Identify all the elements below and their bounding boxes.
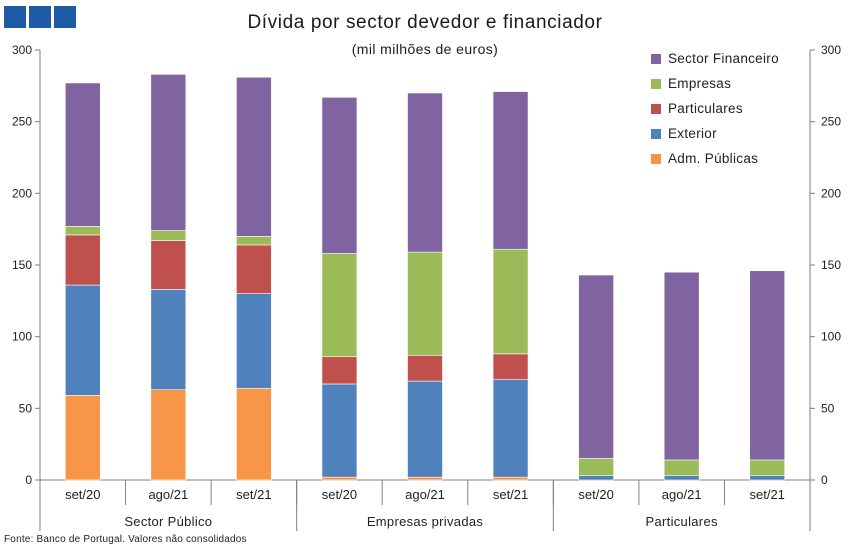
bar-segment-exterior <box>492 379 529 478</box>
bar-segment-sector-financeiro <box>749 270 786 461</box>
y-tick-label-left: 250 <box>12 115 32 129</box>
legend-item: Exterior <box>651 121 779 146</box>
legend-label: Empresas <box>668 76 732 91</box>
group-label: Particulares <box>646 514 718 529</box>
y-tick-label-right: 50 <box>821 401 835 415</box>
bar-segment-empresas <box>749 459 786 476</box>
group-label: Empresas privadas <box>367 514 484 529</box>
category-label: set/20 <box>65 487 100 502</box>
category-label: set/20 <box>578 487 613 502</box>
bar-segment-particulares <box>321 356 358 385</box>
legend-swatch <box>651 153 661 164</box>
bar-segment-empresas <box>64 226 101 236</box>
y-tick-label-left: 300 <box>12 43 32 57</box>
bar-segment-adm-p-blicas <box>321 476 358 481</box>
bar-segment-particulares <box>492 353 529 380</box>
bar-segment-exterior <box>236 293 272 389</box>
bar-segment-exterior <box>749 475 786 481</box>
legend-swatch <box>651 53 661 64</box>
legend-label: Particulares <box>668 101 743 116</box>
bar-segment-empresas <box>492 248 529 355</box>
bar-segment-exterior <box>321 383 358 478</box>
y-tick-label-left: 200 <box>12 186 32 200</box>
bar-segment-adm-p-blicas <box>64 395 101 481</box>
category-label: set/20 <box>322 487 357 502</box>
bar-segment-sector-financeiro <box>321 97 358 254</box>
y-tick-label-right: 150 <box>821 258 841 272</box>
logo-block <box>4 6 26 28</box>
bar-segment-exterior <box>150 289 187 391</box>
legend-label: Exterior <box>668 126 717 141</box>
legend-item: Empresas <box>651 71 779 96</box>
bar-segment-sector-financeiro <box>150 74 187 231</box>
y-tick-label-right: 100 <box>821 330 841 344</box>
group-label: Sector Público <box>124 514 212 529</box>
bar-segment-exterior <box>407 380 443 478</box>
bar-segment-sector-financeiro <box>578 274 614 459</box>
legend-item: Adm. Públicas <box>651 146 779 171</box>
bar-segment-adm-p-blicas <box>407 476 443 481</box>
logo-block <box>29 6 51 28</box>
bar-segment-adm-p-blicas <box>150 389 187 481</box>
bar-segment-empresas <box>321 253 358 358</box>
chart-subtitle: (mil milhões de euros) <box>351 41 499 57</box>
bar-segment-empresas <box>150 230 187 241</box>
bar-segment-particulares <box>64 234 101 286</box>
bar-segment-particulares <box>236 244 272 294</box>
bar-segment-empresas <box>578 458 614 477</box>
legend-label: Sector Financeiro <box>668 51 779 66</box>
y-tick-label-right: 200 <box>821 186 841 200</box>
legend-swatch <box>651 78 661 89</box>
y-tick-label-left: 50 <box>19 401 33 415</box>
bar-segment-sector-financeiro <box>236 76 272 237</box>
category-label: set/21 <box>236 487 271 502</box>
bar-segment-sector-financeiro <box>492 91 529 250</box>
logo-block <box>54 6 76 28</box>
legend-item: Sector Financeiro <box>651 46 779 71</box>
legend-item: Particulares <box>651 96 779 121</box>
bar-segment-exterior <box>663 475 700 481</box>
y-tick-label-right: 0 <box>821 473 828 487</box>
legend-label: Adm. Públicas <box>668 151 759 166</box>
y-tick-label-left: 0 <box>25 473 32 487</box>
bar-segment-exterior <box>64 284 101 396</box>
chart-title: Dívida por sector devedor e financiador <box>247 12 603 33</box>
category-label: ago/21 <box>662 487 702 502</box>
bar-segment-empresas <box>236 236 272 246</box>
bar-segment-sector-financeiro <box>64 82 101 227</box>
y-tick-label-right: 300 <box>821 43 841 57</box>
logo <box>4 6 76 28</box>
category-label: ago/21 <box>148 487 188 502</box>
category-label: set/21 <box>750 487 785 502</box>
category-label: set/21 <box>493 487 528 502</box>
bar-segment-empresas <box>663 459 700 476</box>
bar-segment-sector-financeiro <box>407 92 443 253</box>
bar-segment-adm-p-blicas <box>236 387 272 481</box>
y-tick-label-left: 150 <box>12 258 32 272</box>
bar-segment-empresas <box>407 251 443 356</box>
y-tick-label-right: 250 <box>821 115 841 129</box>
legend-swatch <box>651 128 661 139</box>
legend: Sector Financeiro Empresas Particulares Ext… <box>651 46 779 171</box>
y-tick-label-left: 100 <box>12 330 32 344</box>
bar-segment-sector-financeiro <box>663 271 700 461</box>
source-note: Fonte: Banco de Portugal. Valores não co… <box>4 534 247 545</box>
bar-segment-particulares <box>150 240 187 290</box>
bar-segment-adm-p-blicas <box>492 476 529 481</box>
legend-swatch <box>651 103 661 114</box>
bar-segment-particulares <box>407 354 443 382</box>
bar-segment-exterior <box>578 475 614 481</box>
category-label: ago/21 <box>405 487 445 502</box>
